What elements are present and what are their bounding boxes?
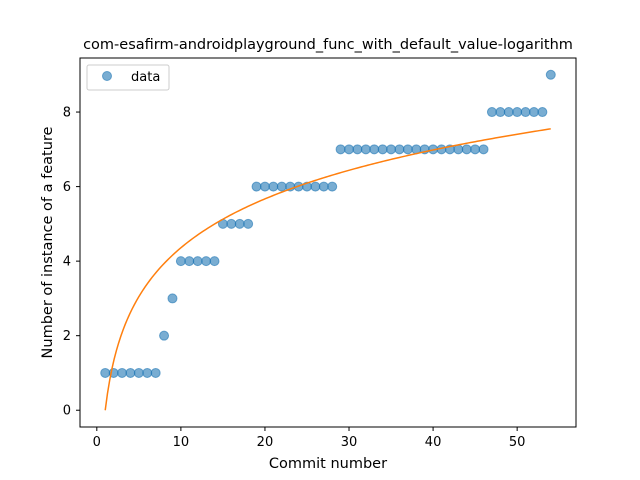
data-point [537, 107, 548, 118]
data-point [125, 367, 136, 378]
data-point [528, 107, 539, 118]
y-tick-label: 8 [63, 106, 71, 121]
data-point [344, 144, 355, 155]
data-point [335, 144, 346, 155]
data-point [394, 144, 405, 155]
data-point [360, 144, 371, 155]
axes-frame [79, 57, 577, 428]
data-point [209, 256, 220, 267]
y-axis-label: Number of instance of a feature [40, 126, 56, 358]
data-point [159, 330, 170, 341]
plot-area [100, 69, 556, 411]
data-point [142, 367, 153, 378]
data-point [520, 107, 531, 118]
data-point [251, 181, 262, 192]
data-point [268, 181, 279, 192]
x-tick-label: 20 [257, 435, 274, 450]
data-point [386, 144, 397, 155]
data-point [352, 144, 363, 155]
data-point [318, 181, 329, 192]
data-point [201, 256, 212, 267]
data-point [234, 218, 245, 229]
y-tick-label: 2 [63, 329, 71, 344]
data-point [461, 144, 472, 155]
legend: data [86, 64, 170, 91]
data-point [470, 144, 481, 155]
data-point [545, 69, 556, 80]
x-axis-label: Commit number [269, 456, 387, 472]
y-tick-label: 4 [63, 255, 71, 270]
chart-title: com-esafirm-androidplayground_func_with_… [83, 37, 573, 53]
legend-label: data [131, 70, 160, 85]
x-tick-label: 30 [341, 435, 358, 450]
data-point [117, 367, 128, 378]
x-tick-label: 50 [509, 435, 526, 450]
data-point [243, 218, 254, 229]
data-point [184, 256, 195, 267]
data-point [495, 107, 506, 118]
data-point [167, 293, 178, 304]
y-tick-label: 6 [63, 180, 71, 195]
data-point [276, 181, 287, 192]
data-point [402, 144, 413, 155]
data-point [259, 181, 270, 192]
ticks: 0 10 20 30 40 50 0 2 4 6 8 [63, 106, 526, 450]
data-point [512, 107, 523, 118]
fit-line [104, 128, 551, 411]
data-point [175, 256, 186, 267]
data-point [369, 144, 380, 155]
data-point [486, 107, 497, 118]
data-point [377, 144, 388, 155]
legend-marker [102, 71, 112, 81]
x-tick-label: 10 [173, 435, 190, 450]
data-point [226, 218, 237, 229]
y-tick-label: 0 [63, 404, 71, 419]
data-point [192, 256, 203, 267]
data-point [100, 367, 111, 378]
data-point [310, 181, 321, 192]
x-tick-label: 40 [425, 435, 442, 450]
data-point [503, 107, 514, 118]
x-tick-label: 0 [93, 435, 101, 450]
data-point [478, 144, 489, 155]
data-point [133, 367, 144, 378]
data-point [327, 181, 338, 192]
data-point [150, 367, 161, 378]
